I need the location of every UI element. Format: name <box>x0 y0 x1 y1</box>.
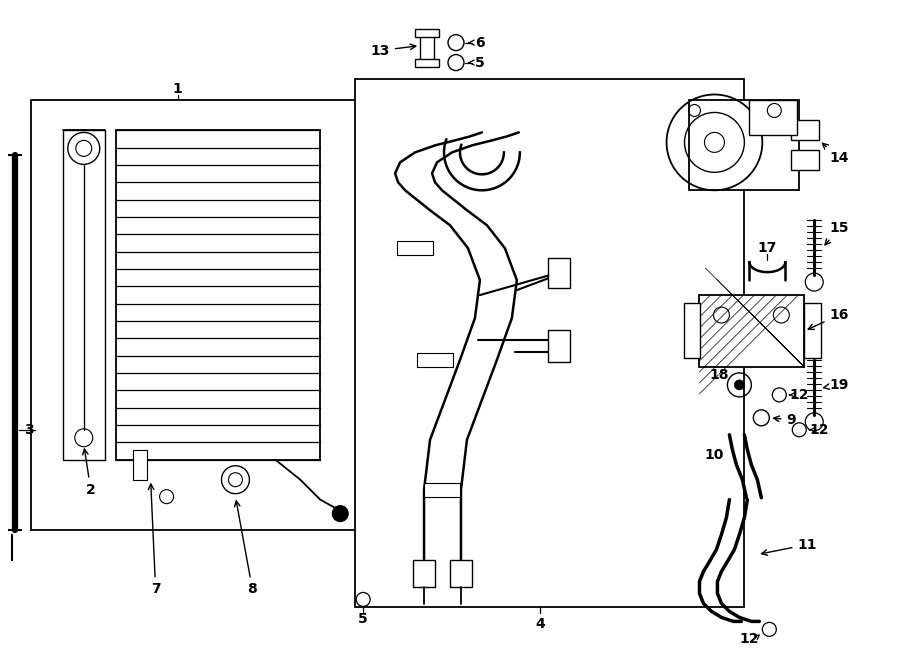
Text: 17: 17 <box>758 241 777 255</box>
Bar <box>450 559 472 588</box>
Bar <box>424 483 460 496</box>
Text: 12: 12 <box>809 423 829 437</box>
Bar <box>683 303 700 358</box>
Text: 18: 18 <box>710 368 729 382</box>
Text: 11: 11 <box>761 537 817 555</box>
Bar <box>699 295 805 367</box>
Bar <box>791 120 819 140</box>
Text: 9: 9 <box>774 413 796 427</box>
Text: 15: 15 <box>825 221 849 245</box>
Circle shape <box>734 380 744 390</box>
Text: 19: 19 <box>824 378 849 392</box>
Circle shape <box>332 506 348 522</box>
Bar <box>750 100 797 136</box>
Bar <box>805 303 821 358</box>
Text: 5: 5 <box>475 56 485 69</box>
Bar <box>415 59 439 67</box>
Text: 12: 12 <box>789 388 809 402</box>
Bar <box>356 79 744 607</box>
Text: 12: 12 <box>740 633 759 646</box>
Bar <box>132 449 147 480</box>
Text: 10: 10 <box>705 447 725 462</box>
Bar <box>397 241 433 255</box>
Text: 5: 5 <box>358 612 368 627</box>
Text: 4: 4 <box>535 617 544 631</box>
Text: 7: 7 <box>148 484 160 596</box>
Bar <box>415 28 439 36</box>
Text: 13: 13 <box>371 44 416 58</box>
Text: 14: 14 <box>823 143 849 165</box>
Text: 3: 3 <box>24 423 33 437</box>
Bar <box>63 130 104 460</box>
Bar <box>413 559 435 588</box>
Bar <box>417 353 453 367</box>
Bar <box>420 30 434 61</box>
Text: 6: 6 <box>475 36 485 50</box>
Text: 16: 16 <box>808 308 849 329</box>
Text: 8: 8 <box>235 501 257 596</box>
Bar <box>548 330 570 362</box>
Bar <box>31 100 370 529</box>
Text: 1: 1 <box>173 81 183 95</box>
Text: 2: 2 <box>83 449 95 496</box>
Bar <box>791 151 819 171</box>
Circle shape <box>705 132 725 153</box>
Bar <box>689 100 799 190</box>
Bar <box>548 258 570 288</box>
